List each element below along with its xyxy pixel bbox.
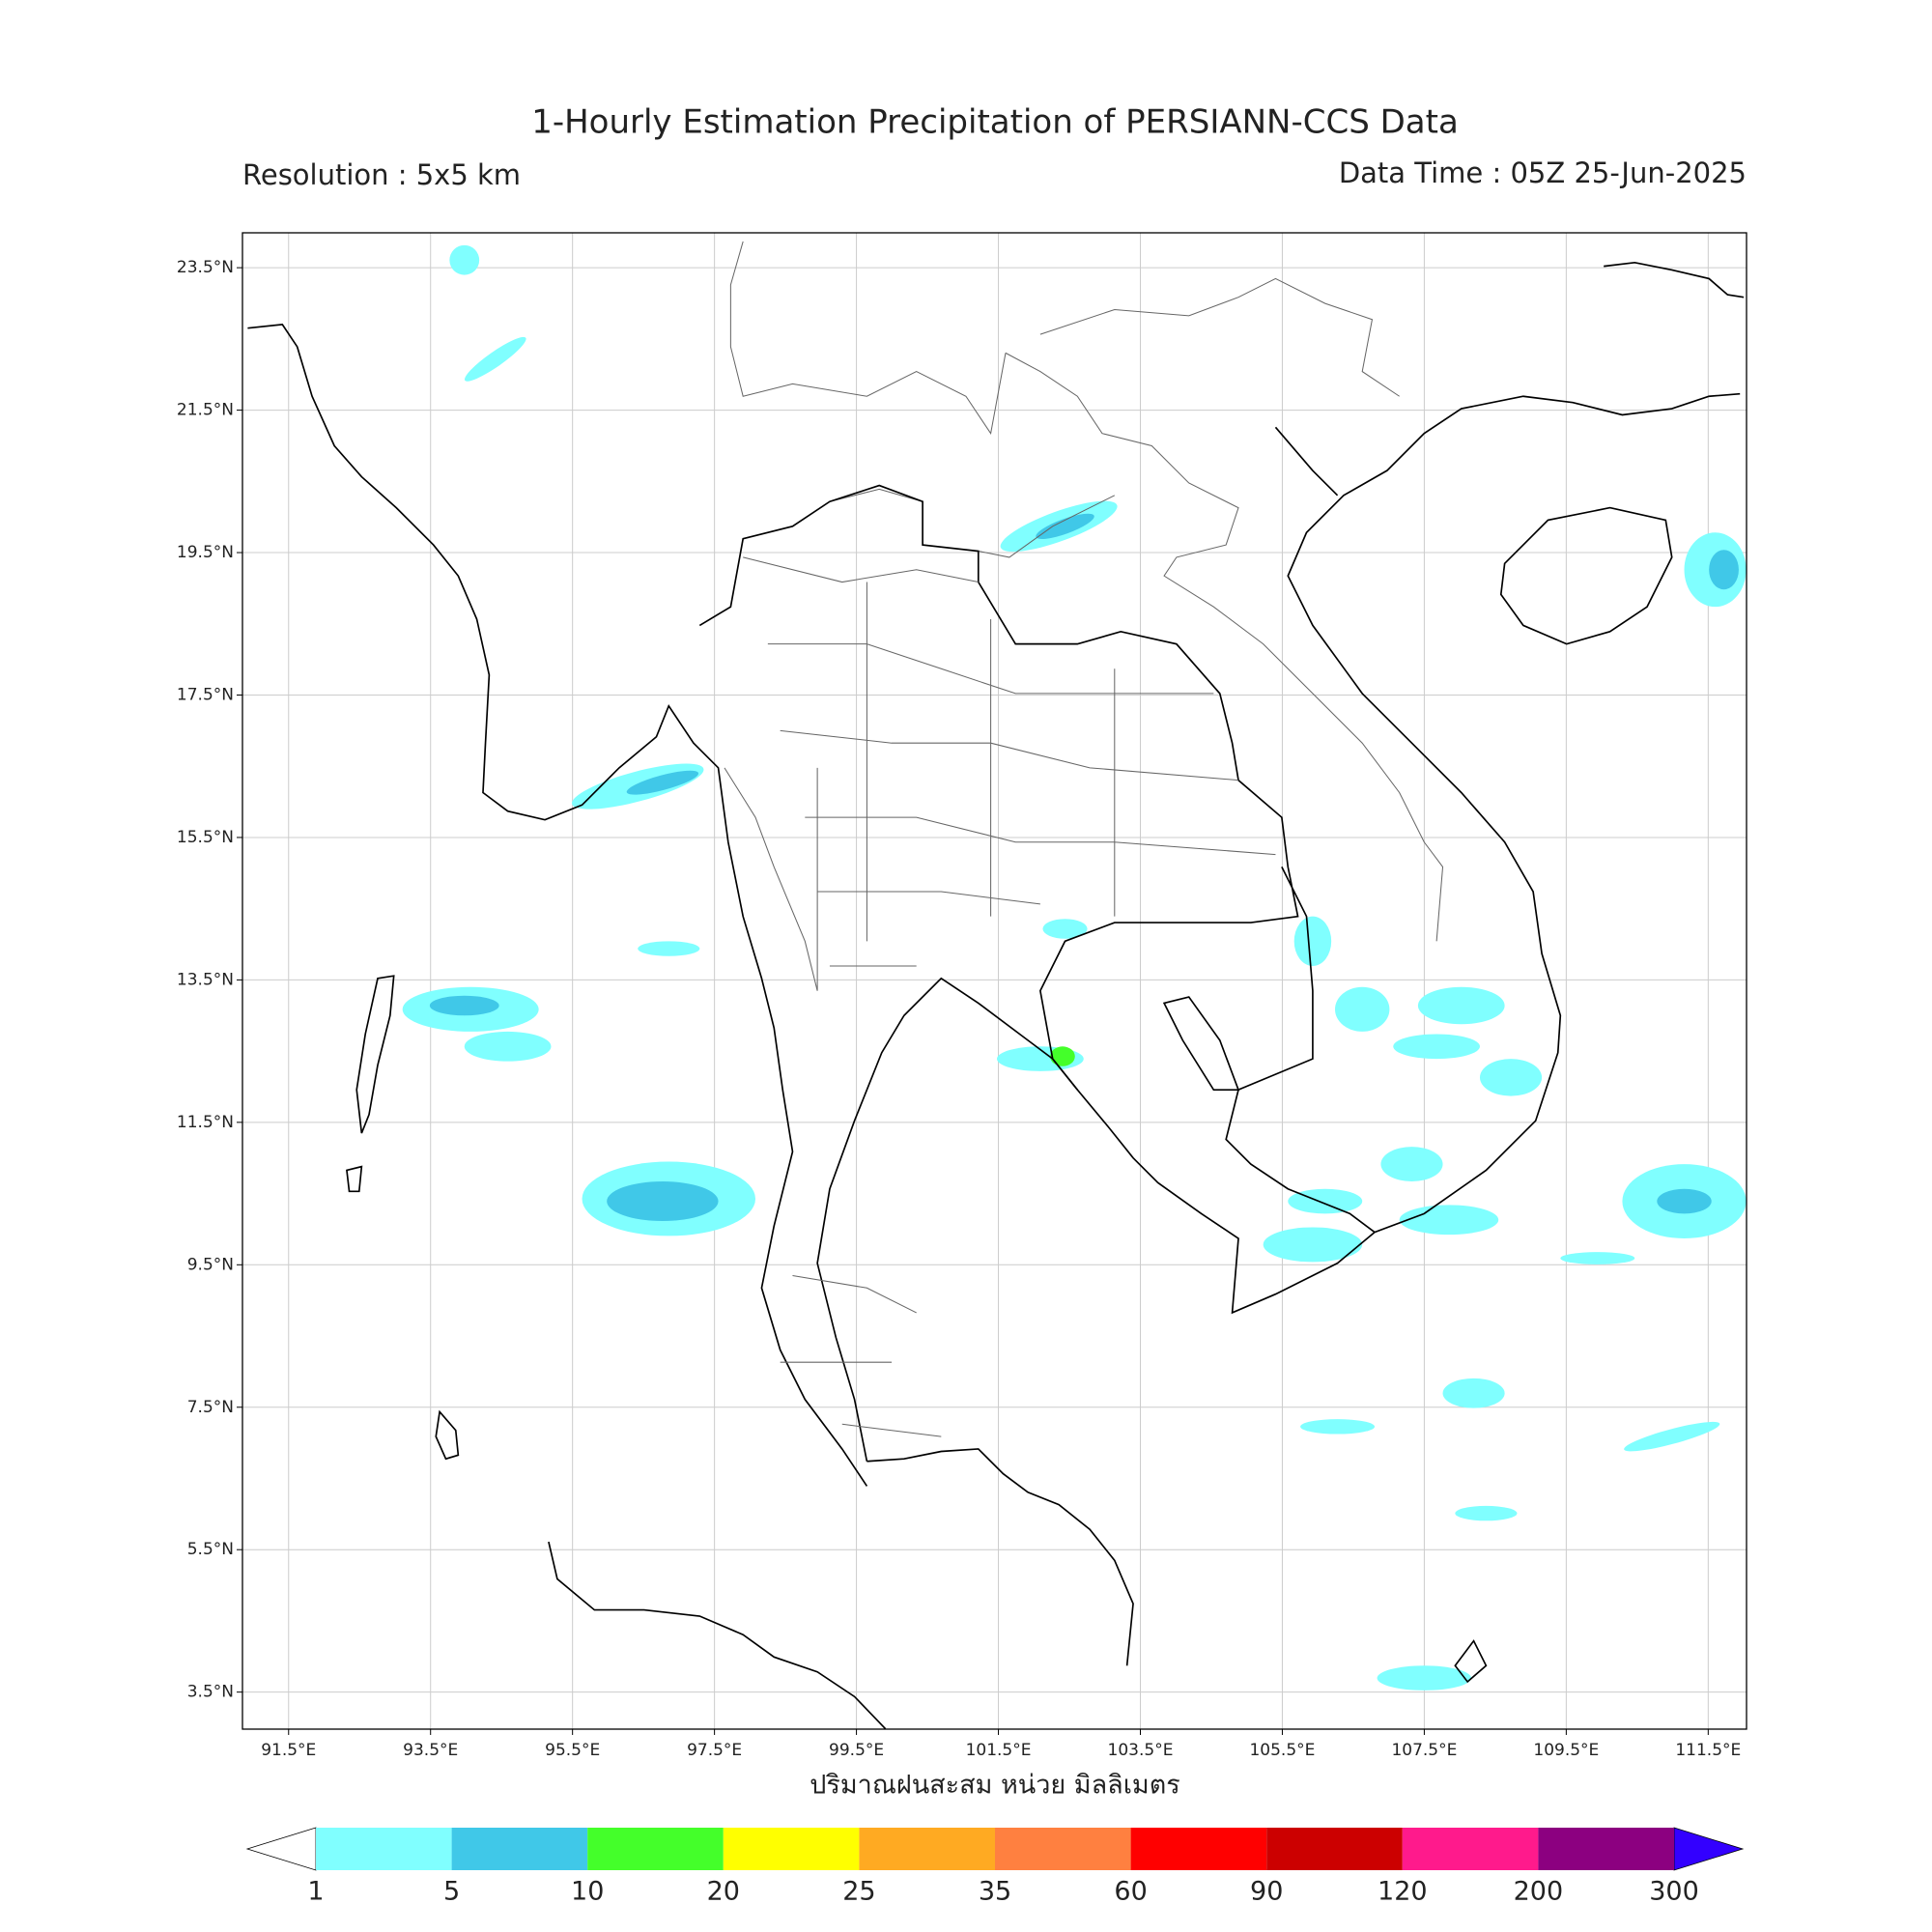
x-tick-label: 91.5°E xyxy=(261,1741,316,1760)
colorbar-bin xyxy=(1130,1828,1267,1870)
coastline xyxy=(1274,261,1745,497)
subtitle-left: Resolution : 5x5 km xyxy=(242,158,521,191)
y-tick-label: 11.5°N xyxy=(177,1113,234,1132)
colorbar-label: 90 xyxy=(1250,1877,1283,1907)
colorbar-bin xyxy=(1538,1828,1674,1870)
province-borders xyxy=(743,556,1276,1437)
x-tick-label: 93.5°E xyxy=(403,1741,458,1760)
x-tick-label: 99.5°E xyxy=(829,1741,884,1760)
grid xyxy=(242,233,1747,1729)
thailand-border xyxy=(698,484,1376,1234)
title: 1-Hourly Estimation Precipitation of PER… xyxy=(531,103,1459,142)
x-tick-label: 105.5°E xyxy=(1249,1741,1315,1760)
border xyxy=(699,241,1444,991)
coastline xyxy=(548,1541,887,1730)
colorbar-bin xyxy=(723,1828,860,1870)
colorbar-bin xyxy=(451,1828,588,1870)
y-tick-label: 23.5°N xyxy=(177,258,234,277)
colorbar-bin xyxy=(316,1828,452,1870)
y-tick-label: 17.5°N xyxy=(177,685,234,704)
x-tick-label: 103.5°E xyxy=(1108,1741,1174,1760)
x-tick-label: 111.5°E xyxy=(1675,1741,1741,1760)
colorbar-label: 1 xyxy=(307,1877,324,1907)
x-axis-label: ปริมาณฝนสะสม หน่วย มิลลิเมตร xyxy=(810,1771,1180,1801)
colorbar-label: 5 xyxy=(443,1877,460,1907)
colorbar-label: 25 xyxy=(842,1877,875,1907)
y-tick-label: 3.5°N xyxy=(187,1683,234,1702)
plot-frame xyxy=(242,232,1747,1730)
map-layer xyxy=(247,241,1747,1730)
subtitle-right: Data Time : 05Z 25-Jun-2025 xyxy=(1339,156,1747,189)
x-tick-label: 97.5°E xyxy=(687,1741,742,1760)
colorbar-label: 10 xyxy=(571,1877,604,1907)
y-tick-label: 5.5°N xyxy=(187,1540,234,1559)
colorbar-over xyxy=(1673,1827,1745,1871)
precipitation xyxy=(402,244,1747,1690)
coastline xyxy=(1499,506,1673,645)
y-tick-label: 13.5°N xyxy=(177,970,234,989)
colorbar-bin xyxy=(995,1828,1131,1870)
x-tick-label: 95.5°E xyxy=(545,1741,600,1760)
colorbar-label: 60 xyxy=(1114,1877,1147,1907)
y-tick-label: 7.5°N xyxy=(187,1398,234,1417)
coastline xyxy=(816,392,1741,1462)
colorbar: 1 5 10 20 25 35 60 90 120 200 300 xyxy=(245,1827,1745,1907)
x-tick-label: 109.5°E xyxy=(1533,1741,1599,1760)
x-tick-label: 101.5°E xyxy=(966,1741,1032,1760)
y-tick-label: 15.5°N xyxy=(177,828,234,847)
coastline xyxy=(346,975,460,1461)
colorbar-label: 35 xyxy=(979,1877,1011,1907)
colorbar-label: 300 xyxy=(1649,1877,1699,1907)
colorbar-under xyxy=(245,1827,317,1871)
y-tick-label: 21.5°N xyxy=(177,401,234,420)
colorbar-bin xyxy=(1266,1828,1403,1870)
colorbar-label: 200 xyxy=(1514,1877,1564,1907)
x-tick-label: 107.5°E xyxy=(1391,1741,1457,1760)
colorbar-label: 120 xyxy=(1378,1877,1428,1907)
colorbar-bin xyxy=(587,1828,724,1870)
colorbar-bin xyxy=(1402,1828,1539,1870)
y-tick-label: 9.5°N xyxy=(187,1255,234,1274)
y-tick-label: 19.5°N xyxy=(177,543,234,562)
colorbar-bin xyxy=(859,1828,995,1870)
coastline xyxy=(867,1448,1134,1666)
coastline xyxy=(1162,996,1488,1684)
coastline xyxy=(247,324,868,1487)
colorbar-label: 20 xyxy=(707,1877,740,1907)
